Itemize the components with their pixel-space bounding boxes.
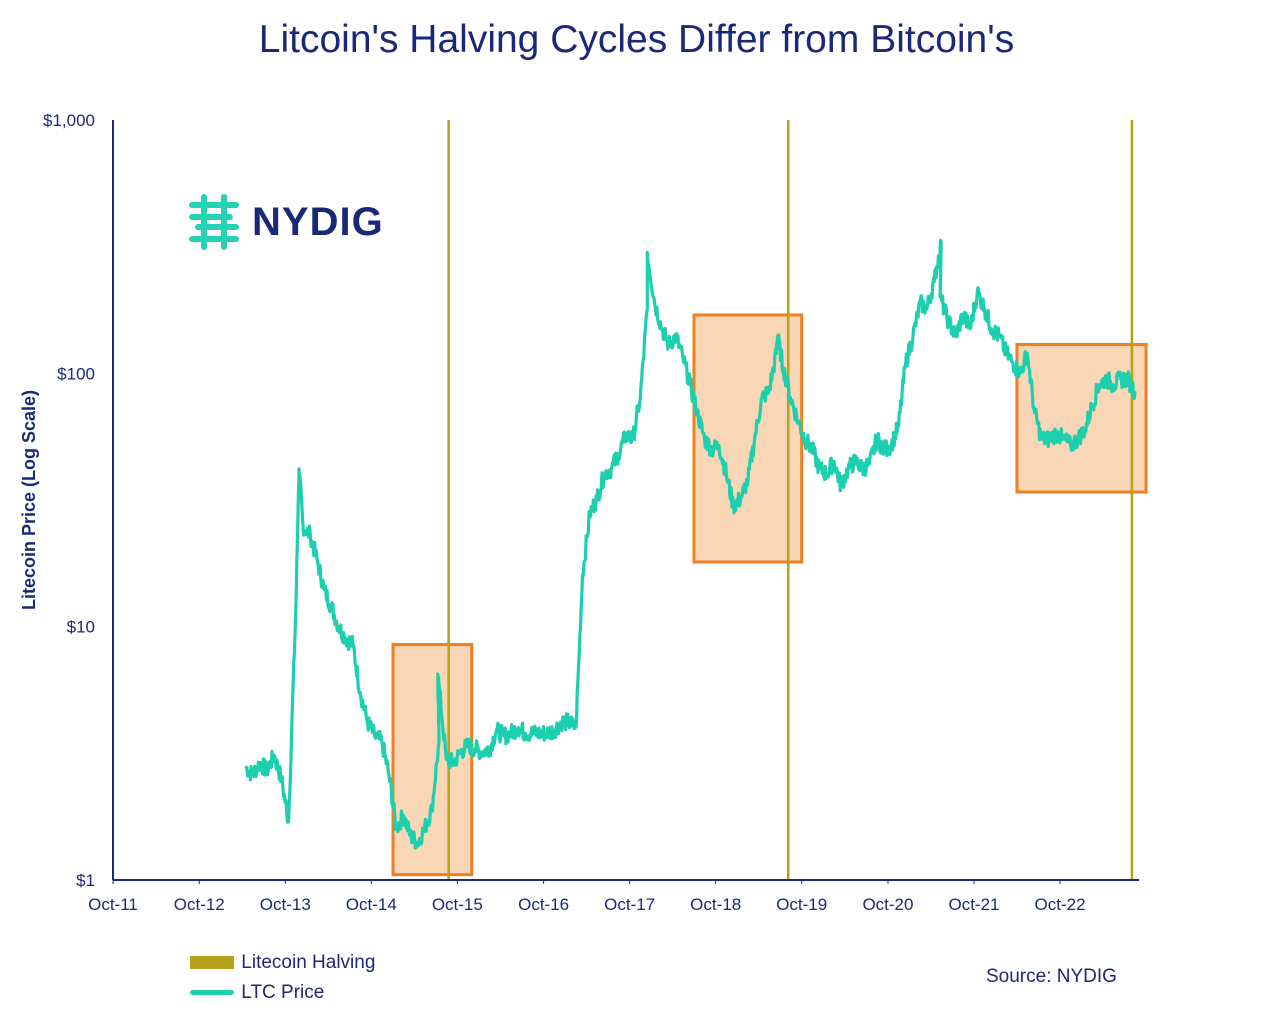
x-tick-label: Oct-17 [604, 895, 655, 914]
x-tick-label: Oct-12 [174, 895, 225, 914]
x-tick-label: Oct-15 [432, 895, 483, 914]
legend-label-price: LTC Price [241, 982, 325, 1003]
chart-title: Litcoin's Halving Cycles Differ from Bit… [258, 18, 1015, 61]
highlight-box-3 [1015, 342, 1148, 494]
nydig-logo: NYDIG [186, 192, 384, 252]
halving-lines [447, 120, 1134, 880]
x-tick-labels: Oct-11 Oct-12 Oct-13 Oct-14 Oct-15 Oct-16 Oct-… [88, 880, 1086, 914]
legend-swatch-halving [190, 956, 234, 970]
x-tick-label: Oct-19 [776, 895, 827, 914]
y-tick-label: $1 [76, 871, 95, 890]
legend-item-price: LTC Price [190, 982, 324, 1004]
axes [112, 120, 1139, 881]
x-tick-label: Oct-18 [690, 895, 741, 914]
x-tick-label: Oct-21 [948, 895, 999, 914]
y-tick-labels: $1 $10 $100 $1,000 [43, 111, 95, 890]
legend-item-halving: Litecoin Halving [190, 952, 375, 974]
x-tick-label: Oct-16 [518, 895, 569, 914]
series-line-ltc-price [244, 238, 1137, 850]
highlight-box-2 [692, 313, 804, 564]
y-tick-label: $10 [67, 618, 95, 637]
source-note: Source: NYDIG [986, 966, 1117, 987]
y-tick-label: $1,000 [43, 111, 95, 130]
logo-text: NYDIG [252, 199, 384, 244]
x-tick-label: Oct-14 [346, 895, 397, 914]
legend-swatch-price [190, 990, 234, 996]
x-tick-label: Oct-11 [88, 895, 138, 914]
x-tick-label: Oct-20 [862, 895, 913, 914]
price-series [244, 238, 1137, 850]
nydig-logo-icon [189, 194, 239, 250]
highlight-box-1 [391, 643, 474, 877]
x-tick-label: Oct-22 [1035, 895, 1086, 914]
x-tick-label: Oct-13 [260, 895, 311, 914]
legend-label-halving: Litecoin Halving [241, 952, 376, 973]
y-tick-label: $100 [57, 364, 95, 383]
y-axis-label: Litecoin Price (Log Scale) [19, 390, 39, 610]
